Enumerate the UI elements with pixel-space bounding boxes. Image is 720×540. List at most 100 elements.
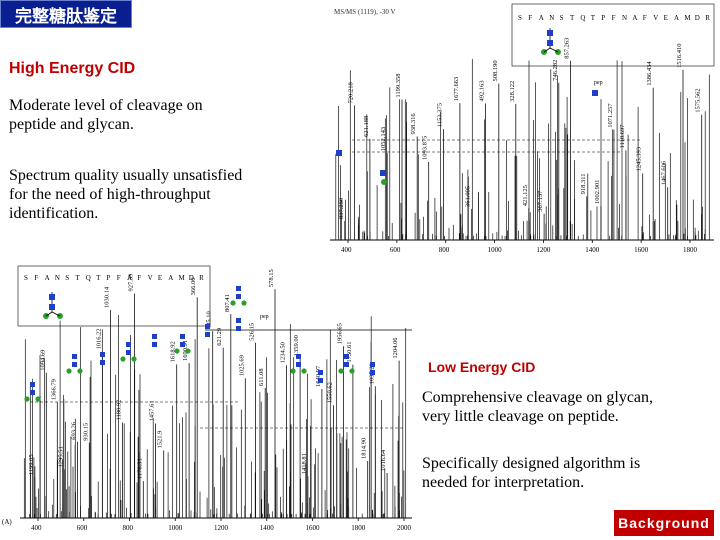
peak-label: 1180.92 <box>115 400 122 421</box>
sequence-residue: A <box>45 274 50 282</box>
peak-label: 720.218 <box>347 82 354 103</box>
peak-label: 1418.81 <box>301 453 308 474</box>
peak-label: 1550.62 <box>327 382 334 403</box>
sequence-residue: E <box>664 14 668 22</box>
peak-label: 1199.358 <box>395 73 402 97</box>
x-tick-label: 400 <box>341 246 352 254</box>
peak-label: 938.316 <box>410 113 417 135</box>
background-badge: Background <box>614 510 714 536</box>
peak-label: 1030.14 <box>104 286 111 308</box>
x-tick-label: 1800 <box>683 246 698 254</box>
spectrum-bottom-glycan-inset <box>43 292 63 319</box>
glcnac-marker <box>126 342 131 347</box>
sequence-residue: D <box>189 274 194 282</box>
low-energy-text-1-line-2: very little cleavage on peptide. <box>422 408 619 425</box>
peak-label: 1386.434 <box>646 61 653 86</box>
glcnac-marker <box>100 352 105 357</box>
x-tick-label: 1400 <box>585 246 600 254</box>
sequence-residue: A <box>674 14 679 22</box>
peak-label: 927.39 <box>127 274 134 292</box>
x-tick-label: 1600 <box>634 246 649 254</box>
glcnac-marker <box>370 362 375 367</box>
mannose-marker <box>66 368 72 374</box>
x-tick-label: 2000 <box>397 524 412 532</box>
glcnac-marker <box>100 360 105 365</box>
spectrum-top-peak-labels: 837.250 720.218 621.188 1052.143 1199.358 938… <box>338 38 703 240</box>
peak-label: 1094.69 <box>39 350 46 371</box>
glcnac-marker <box>180 334 185 339</box>
peak-label: 857.263 <box>564 38 571 59</box>
sequence-residue: F <box>612 14 616 22</box>
glcnac-marker <box>344 354 349 359</box>
peak-label: 526.15 <box>249 323 256 341</box>
spectrum-bottom-glycan-markers <box>24 286 375 402</box>
peak-label: 621.29 <box>216 328 223 346</box>
x-tick-label: 400 <box>31 524 42 532</box>
peak-label: 746.282 <box>552 60 559 81</box>
peak-label: 1204.06 <box>392 337 399 359</box>
sequence-residue: M <box>684 14 691 22</box>
sequence-residue: T <box>591 14 596 22</box>
sequence-residue: D <box>695 14 700 22</box>
x-tick-label: 1000 <box>488 246 503 254</box>
sequence-residue: S <box>518 14 522 22</box>
glcnac-marker <box>236 294 241 299</box>
sequence-residue: V <box>148 274 153 282</box>
glcnac-marker <box>236 286 241 291</box>
peak-label: 508.190 <box>492 60 499 81</box>
peak-label: 1457.61 <box>149 400 156 421</box>
glcnac-marker <box>344 362 349 367</box>
sequence-residue: N <box>622 14 627 22</box>
spectrum-top-x-ticks: 400 600 800 1000 1200 1400 1600 1800 <box>341 240 698 254</box>
x-tick-label: 1000 <box>168 524 183 532</box>
sequence-residue: A <box>168 274 173 282</box>
mannose-marker <box>241 300 247 306</box>
peak-label: 1025.69 <box>238 355 245 376</box>
glcnac-marker <box>205 332 210 337</box>
spectrum-top-glycan-markers <box>336 90 598 185</box>
peak-label: 837.250 <box>338 198 345 219</box>
peak-label: 1016.64 <box>380 449 387 471</box>
sequence-residue: A <box>127 274 132 282</box>
sequence-residue: M <box>179 274 186 282</box>
high-energy-text-2-line-3: identification. <box>9 205 99 222</box>
peak-label: 1153.375 <box>437 103 444 127</box>
glcnac-marker <box>30 390 35 395</box>
glcnac-marker <box>72 354 77 359</box>
sequence-residue: F <box>528 14 532 22</box>
peak-label: 1016.22 <box>95 328 102 349</box>
x-tick-label: 1200 <box>536 246 551 254</box>
high-energy-text-2-line-1: Spectrum quality usually unsatisfied <box>9 167 243 184</box>
glcnac-marker <box>318 370 323 375</box>
glcnac-marker <box>152 334 157 339</box>
x-tick-label: 600 <box>390 246 401 254</box>
peak-label: 485.10 <box>206 311 213 329</box>
sequence-residue: F <box>117 274 121 282</box>
glcnac-marker <box>370 370 375 375</box>
high-energy-text-2: Spectrum quality usually unsatisfied for… <box>9 166 242 223</box>
glcnac-marker <box>205 324 210 329</box>
sequence-residue: T <box>570 14 575 22</box>
glcnac-marker <box>318 378 323 383</box>
sequence-residue: F <box>643 14 647 22</box>
peak-label: 621.188 <box>363 116 370 137</box>
x-tick-label: 600 <box>77 524 88 532</box>
peak-label: 1359.00 <box>293 335 300 356</box>
spectrum-bottom-peak-labels: 1199.05 1094.69 1366.79 1295.51 693.26 930.15… <box>28 269 400 518</box>
peak-label: 1814.90 <box>361 438 368 459</box>
peak-label: 693.26 <box>71 421 78 440</box>
x-tick-label: 800 <box>123 524 134 532</box>
x-tick-label: 1200 <box>214 524 229 532</box>
x-tick-label: 1800 <box>351 524 366 532</box>
sequence-residue: R <box>705 14 710 22</box>
peak-label: 1234.50 <box>280 342 287 363</box>
low-energy-text-2-line-1: Specifically designed algorithm is <box>422 455 641 472</box>
peak-label: 1002.901 <box>594 180 601 204</box>
peak-label: 930.15 <box>82 423 89 441</box>
sequence-residue: F <box>137 274 141 282</box>
sequence-residue: N <box>55 274 60 282</box>
peak-label: 1575.562 <box>695 88 702 112</box>
low-energy-text-2: Specifically designed algorithm is neede… <box>422 454 640 492</box>
